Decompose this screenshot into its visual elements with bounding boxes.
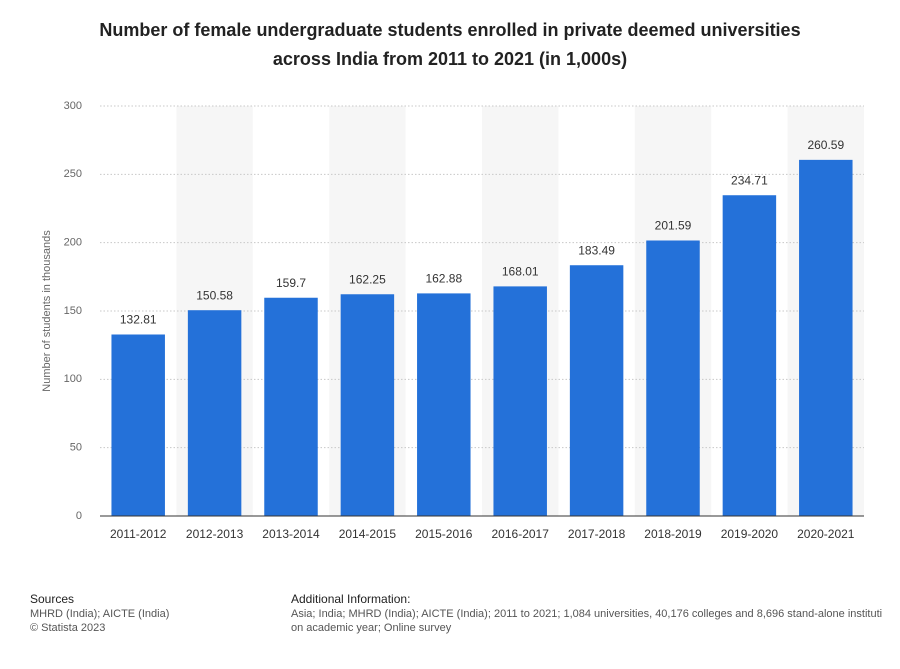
- additional-label: Additional Information:: [291, 592, 411, 606]
- bar: [569, 265, 624, 516]
- y-tick-label: 250: [64, 168, 82, 180]
- y-tick-label: 50: [70, 442, 82, 454]
- data-label: 150.58: [196, 288, 233, 302]
- data-label: 162.25: [349, 272, 386, 286]
- x-tick-label: 2017-2018: [568, 527, 626, 541]
- additional-info: Additional Information: Asia; India; MHR…: [291, 592, 900, 635]
- x-tick-label: 2014-2015: [339, 527, 397, 541]
- bar: [493, 286, 547, 516]
- y-tick-label: 150: [64, 305, 82, 317]
- data-label: 183.49: [578, 243, 615, 257]
- x-tick-label: 2018-2019: [644, 527, 702, 541]
- sources-label: Sources: [30, 592, 75, 606]
- bar: [646, 240, 700, 517]
- bar: [722, 195, 777, 516]
- x-tick-label: 2013-2014: [262, 527, 320, 541]
- data-label: 201.59: [655, 219, 692, 233]
- y-tick-label: 300: [64, 100, 82, 112]
- x-tick-label: 2011-2012: [110, 527, 167, 541]
- x-tick-label: 2015-2016: [415, 527, 473, 541]
- chart-title: Number of female undergraduate students …: [99, 20, 801, 69]
- bar: [799, 159, 853, 516]
- copyright: © Statista 2023: [30, 622, 106, 634]
- data-label: 159.7: [276, 276, 306, 290]
- x-tick-label: 2012-2013: [186, 527, 244, 541]
- data-label: 168.01: [502, 265, 539, 279]
- sources-text: MHRD (India); AICTE (India): [30, 608, 170, 620]
- data-label: 132.81: [120, 313, 157, 327]
- data-label: 260.59: [807, 138, 844, 152]
- x-tick-label: 2020-2021: [797, 527, 855, 541]
- y-tick-label: 100: [64, 373, 82, 385]
- bar: [417, 293, 471, 516]
- chart: Number of students in thousands 0 50 100 15…: [41, 100, 864, 541]
- x-tick-label: 2016-2017: [492, 527, 550, 541]
- sources: Sources MHRD (India); AICTE (India) © St…: [30, 592, 280, 635]
- bar: [340, 294, 395, 516]
- data-label: 162.88: [425, 272, 462, 286]
- additional-line: Asia; India; MHRD (India); AICTE (India)…: [291, 608, 883, 620]
- y-tick-label: 200: [64, 237, 82, 249]
- additional-line: on academic year; Online survey: [291, 622, 452, 634]
- bar: [264, 297, 318, 516]
- bar: [187, 310, 242, 516]
- y-tick-label: 0: [76, 510, 82, 522]
- y-axis-label: Number of students in thousands: [41, 230, 53, 392]
- bar: [111, 334, 165, 516]
- x-tick-label: 2019-2020: [721, 527, 779, 541]
- data-label: 234.71: [731, 173, 768, 187]
